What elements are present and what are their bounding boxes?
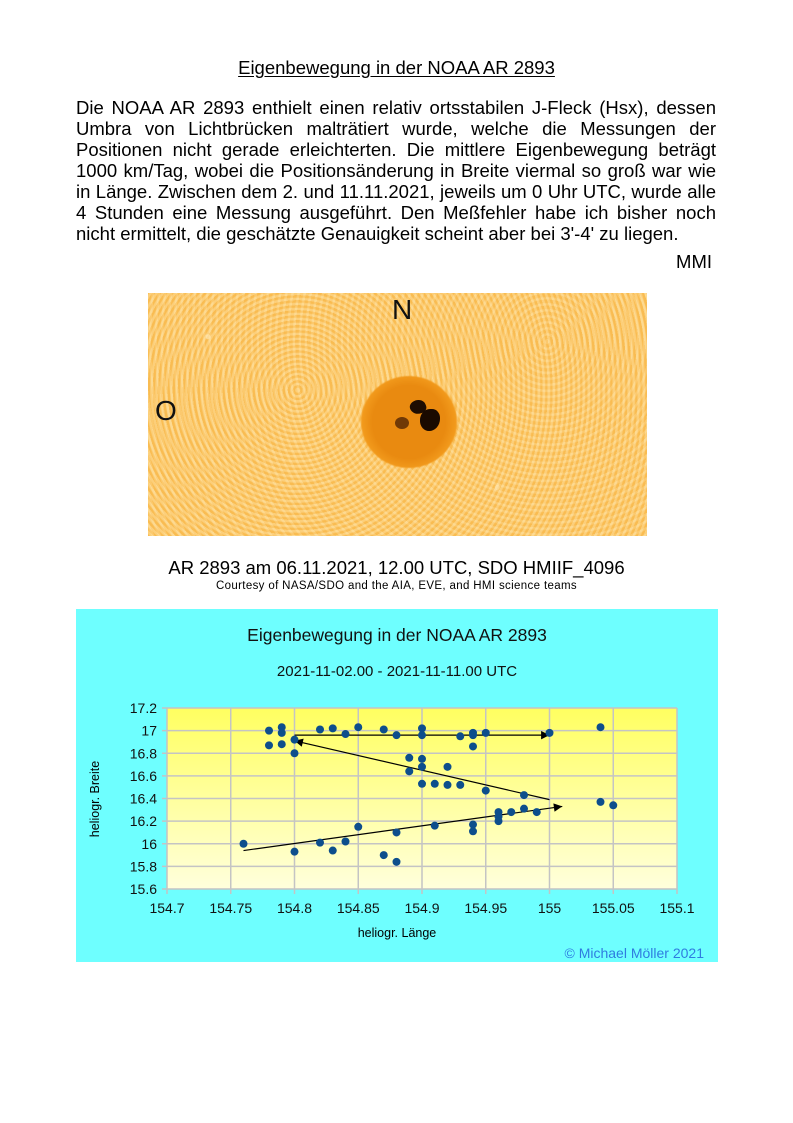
data-point [239, 839, 248, 848]
data-point [507, 808, 516, 817]
y-tick-label: 15.6 [130, 881, 157, 897]
y-axis-label: heliogr. Breite [88, 760, 102, 838]
data-point [341, 730, 350, 739]
data-point [277, 723, 286, 732]
data-point [328, 846, 337, 855]
data-point [379, 851, 388, 860]
data-point [265, 741, 273, 750]
sunspot-umbra [395, 417, 409, 429]
data-point [430, 821, 439, 830]
data-point [532, 808, 541, 817]
data-point [418, 731, 426, 740]
sunspot-image: N O [148, 293, 647, 536]
data-point [469, 742, 477, 751]
data-point [418, 779, 426, 788]
chart-subtitle: 2021-11-02.00 - 2021-11-11.00 UTC [276, 663, 518, 680]
x-tick-label: 154.8 [277, 900, 312, 916]
document-paragraph: Die NOAA AR 2893 enthielt einen relativ … [76, 97, 716, 244]
data-point [290, 847, 299, 856]
y-tick-label: 17 [141, 723, 157, 739]
x-tick-label: 154.95 [464, 900, 507, 916]
data-point [418, 754, 426, 763]
data-point [265, 726, 273, 735]
author-signature: MMI [676, 251, 712, 272]
y-tick-label: 16.8 [130, 745, 157, 761]
x-tick-label: 155.05 [592, 900, 635, 916]
data-point [596, 797, 605, 806]
data-point [443, 780, 452, 789]
y-tick-label: 16.2 [130, 813, 157, 829]
chart-title: Eigenbewegung in der NOAA AR 2893 [247, 625, 547, 645]
y-tick-label: 16.6 [130, 768, 157, 784]
data-point [316, 838, 324, 847]
data-point [545, 728, 554, 737]
data-point [418, 762, 426, 771]
x-axis-label: heliogr. Länge [357, 926, 437, 940]
compass-north-label: N [392, 294, 413, 325]
data-point [481, 728, 490, 737]
data-point [354, 723, 363, 732]
x-tick-label: 155 [538, 900, 562, 916]
data-point [290, 735, 299, 744]
data-point [494, 817, 503, 826]
x-tick-label: 155.1 [659, 900, 694, 916]
y-tick-label: 16 [141, 836, 157, 852]
compass-east-label: O [155, 395, 177, 426]
document-title: Eigenbewegung in der NOAA AR 2893 [238, 57, 555, 78]
data-point [469, 827, 477, 836]
y-tick-label: 17.2 [130, 700, 157, 716]
x-tick-label: 154.9 [404, 900, 439, 916]
data-point [469, 820, 477, 829]
data-point [418, 724, 426, 733]
data-point [392, 828, 401, 837]
sunspot-penumbra [361, 376, 457, 468]
data-point [392, 731, 401, 740]
data-point [520, 791, 528, 800]
scatter-plot: 154.7 154.75 154.8 154.85 154.9 154.95 155 155.… [130, 700, 695, 916]
x-tick-label: 154.75 [209, 900, 252, 916]
x-tick-label: 154.85 [337, 900, 380, 916]
data-point [316, 725, 324, 734]
data-point [405, 753, 414, 762]
x-tick-label: 154.7 [149, 900, 184, 916]
data-point [430, 779, 439, 788]
data-point [405, 767, 414, 776]
data-point [443, 762, 452, 771]
data-point [328, 724, 337, 733]
data-point [277, 728, 286, 737]
data-point [354, 822, 363, 831]
data-point [290, 749, 299, 758]
data-point [456, 732, 465, 741]
data-point [520, 804, 528, 813]
sunspot-umbra [420, 409, 440, 431]
data-point [481, 786, 490, 795]
data-point [392, 857, 401, 866]
image-caption: AR 2893 am 06.11.2021, 12.00 UTC, SDO HM… [168, 557, 625, 578]
data-point [379, 725, 388, 734]
y-tick-label: 16.4 [130, 791, 157, 807]
y-tick-label: 15.8 [130, 858, 157, 874]
image-credit: Courtesy of NASA/SDO and the AIA, EVE, a… [215, 580, 578, 592]
data-point [341, 837, 350, 846]
data-point [469, 731, 477, 740]
chart-panel: 154.7 154.75 154.8 154.85 154.9 154.95 155 155.… [76, 609, 718, 962]
copyright-notice: © Michael Möller 2021 [564, 945, 705, 961]
data-point [609, 801, 618, 810]
data-point [456, 780, 465, 789]
data-point [596, 723, 605, 732]
data-point [277, 740, 286, 749]
